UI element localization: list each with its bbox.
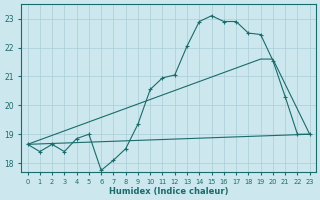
X-axis label: Humidex (Indice chaleur): Humidex (Indice chaleur) bbox=[109, 187, 228, 196]
